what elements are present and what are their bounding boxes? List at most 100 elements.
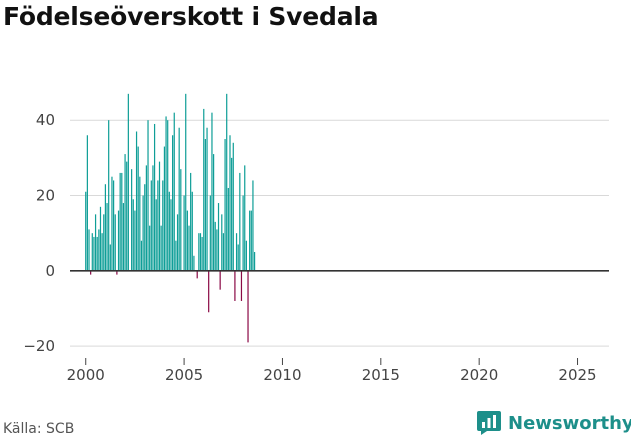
newsworthy-logo-icon (477, 411, 501, 435)
bar (134, 210, 136, 271)
bar (185, 93, 187, 271)
bar (183, 195, 185, 271)
bar (199, 233, 202, 271)
bar (253, 252, 256, 271)
bar (162, 180, 164, 271)
bar (131, 169, 133, 271)
bar (227, 187, 229, 271)
bar (190, 172, 192, 271)
bar (127, 93, 129, 271)
bar (214, 221, 216, 271)
bar (104, 184, 107, 271)
bar (124, 154, 126, 271)
chart-title: Födelseöverskott i Svedala (3, 2, 379, 31)
bar (106, 203, 108, 271)
bar (201, 236, 203, 271)
bar (91, 233, 93, 271)
bar (221, 214, 223, 271)
brand-logo[interactable]: Newsworthy (476, 409, 631, 437)
bar (85, 191, 87, 271)
bar (158, 161, 161, 271)
bar (96, 236, 98, 271)
bar (235, 233, 238, 271)
bar (90, 270, 92, 275)
bar (103, 214, 105, 271)
bar (157, 180, 159, 271)
bar (172, 135, 174, 271)
bar (196, 270, 198, 279)
bar (240, 270, 243, 301)
bar (204, 139, 207, 271)
bar (244, 165, 246, 271)
bar (160, 225, 162, 271)
bar (234, 270, 236, 301)
bar (231, 157, 233, 271)
x-axis-ticks: 2000 2005 2010 2015 2020 2025 (67, 358, 597, 384)
x-tick-label: 2005 (165, 366, 203, 384)
bar (175, 240, 177, 271)
bar (117, 210, 120, 271)
bar (140, 240, 143, 271)
bar (101, 233, 103, 271)
bar (99, 206, 102, 271)
bar (135, 131, 138, 271)
bar (98, 229, 100, 271)
brand-name: Newsworthy (508, 412, 631, 434)
bar (173, 112, 175, 271)
bar (211, 112, 213, 271)
bar (237, 244, 239, 271)
bar (206, 127, 208, 271)
x-tick-label: 2025 (558, 366, 596, 384)
bar (153, 123, 156, 271)
bar (198, 233, 200, 271)
bar (247, 270, 249, 343)
bar (178, 127, 180, 271)
bar-chart: −20 0 20 40 2000 2005 2010 2015 2020 2025 (23, 93, 609, 384)
bar (165, 116, 167, 271)
bar (224, 139, 226, 271)
bar (250, 210, 252, 271)
bar (249, 210, 251, 271)
bar (191, 191, 193, 271)
x-tick-label: 2020 (460, 366, 498, 384)
bar (217, 203, 220, 271)
bar (193, 255, 195, 271)
y-tick-label: −20 (23, 337, 55, 355)
bar (222, 233, 225, 271)
bar (152, 165, 154, 271)
x-tick-label: 2000 (67, 366, 105, 384)
y-tick-label: 0 (45, 262, 55, 280)
bar (219, 270, 221, 290)
bar (150, 180, 152, 271)
bar (168, 191, 170, 271)
bar (119, 172, 121, 271)
bar (109, 244, 111, 271)
bar (94, 214, 97, 271)
y-tick-label: 20 (36, 187, 55, 205)
bar (232, 142, 234, 271)
bar (122, 203, 125, 271)
bar (208, 270, 210, 313)
bar (252, 180, 254, 271)
bar (155, 199, 157, 271)
y-axis-ticks: −20 0 20 40 (23, 111, 55, 355)
bars (85, 93, 256, 343)
bar (203, 108, 205, 271)
bar (213, 154, 215, 271)
bar (108, 120, 110, 271)
bar (180, 169, 182, 271)
bar (176, 214, 179, 271)
bar (242, 195, 244, 271)
bar (121, 172, 123, 271)
bar (111, 176, 113, 271)
bar (163, 146, 166, 271)
bar (88, 229, 90, 271)
bar (139, 176, 141, 271)
bar (86, 135, 88, 271)
bar (188, 225, 190, 271)
bar (126, 161, 128, 271)
bar (114, 214, 116, 271)
bar (93, 236, 95, 271)
bar (186, 210, 188, 271)
bar (167, 120, 169, 271)
